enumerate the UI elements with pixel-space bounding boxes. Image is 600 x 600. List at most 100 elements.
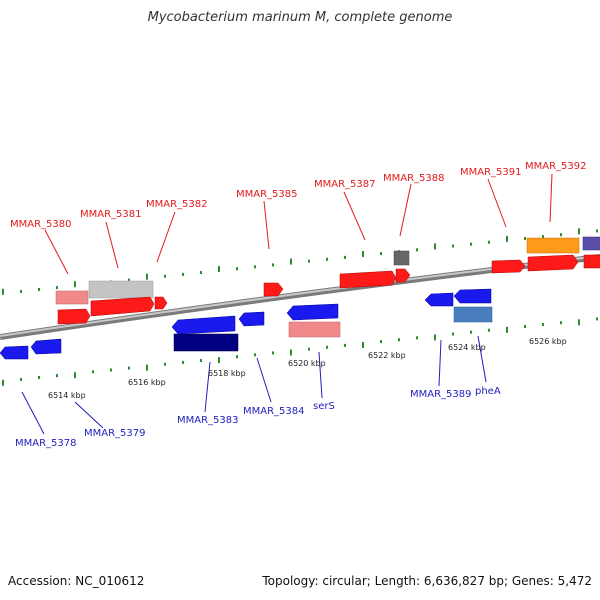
major-tick	[218, 357, 220, 364]
accession-text: Accession: NC_010612	[8, 574, 145, 588]
gene-arrow-mmar-5384[interactable]	[238, 311, 265, 327]
minor-tick	[236, 355, 238, 359]
gene-arrow-sers[interactable]	[286, 303, 339, 321]
gene-arrow-mmar-5385[interactable]	[263, 282, 284, 297]
gene-red-edge-feature	[583, 254, 600, 269]
gene-arrow-mmar-5392[interactable]	[527, 254, 579, 272]
gene-pink-feature	[288, 321, 341, 338]
major-tick	[146, 273, 148, 280]
gene-label-mmar-5380[interactable]: MMAR_5380	[10, 219, 72, 230]
minor-tick	[200, 271, 202, 274]
major-tick	[362, 341, 364, 348]
minor-tick	[128, 278, 130, 282]
minor-tick	[398, 338, 400, 342]
major-tick	[218, 266, 220, 273]
gene-label-mmar-5389[interactable]: MMAR_5389	[410, 389, 472, 400]
major-tick	[74, 372, 76, 379]
minor-tick	[560, 233, 562, 237]
gene-label-mmar-5391[interactable]: MMAR_5391	[460, 167, 522, 178]
minor-tick	[542, 323, 544, 327]
minor-tick	[344, 343, 346, 347]
minor-tick	[452, 244, 454, 248]
minor-tick	[236, 267, 238, 271]
major-tick	[290, 349, 292, 356]
gene-steel-blue-feature	[453, 306, 493, 323]
minor-tick	[308, 259, 310, 263]
minor-tick	[380, 252, 382, 256]
minor-tick	[380, 340, 382, 344]
minor-tick	[524, 236, 526, 240]
minor-tick	[488, 240, 490, 244]
minor-tick	[560, 321, 562, 325]
minor-tick	[596, 317, 598, 321]
gene-label-mmar-5381[interactable]: MMAR_5381	[80, 209, 142, 220]
minor-tick	[200, 359, 202, 362]
gene-label-mmar-5384[interactable]: MMAR_5384	[243, 406, 305, 417]
gene-arrow-mmar-5389[interactable]	[424, 292, 454, 307]
major-tick	[578, 319, 580, 326]
minor-tick	[470, 242, 472, 246]
major-tick	[2, 379, 4, 386]
forward-gene-labels: MMAR_5380 MMAR_5381 MMAR_5382 MMAR_5385 …	[10, 161, 587, 230]
gene-arrow-mmar-5383[interactable]	[171, 315, 236, 335]
major-tick	[506, 326, 508, 333]
minor-tick	[326, 345, 328, 349]
gene-label-mmar-5379[interactable]: MMAR_5379	[84, 428, 146, 439]
gene-pseudo-feature	[55, 290, 89, 305]
minor-tick	[128, 366, 130, 370]
major-tick	[74, 281, 76, 288]
gene-arrow-mmar-5379[interactable]	[30, 338, 62, 355]
minor-tick	[164, 274, 166, 278]
gene-label-phea[interactable]: pheA	[475, 386, 501, 397]
gene-dark-grey-feature	[393, 250, 410, 266]
scale-label: 6526 kbp	[529, 337, 567, 346]
minor-tick	[524, 324, 526, 328]
major-tick	[434, 334, 436, 341]
minor-tick	[542, 235, 544, 239]
reverse-gene-labels: MMAR_5378 MMAR_5379 MMAR_5383 MMAR_5384 …	[15, 386, 501, 449]
gene-label-mmar-5378[interactable]: MMAR_5378	[15, 438, 77, 449]
gene-label-mmar-5388[interactable]: MMAR_5388	[383, 173, 445, 184]
major-tick	[578, 228, 580, 235]
minor-tick	[56, 374, 58, 378]
major-tick	[146, 364, 148, 371]
scale-label: 6518 kbp	[208, 369, 246, 378]
gene-arrow-mmar-5391[interactable]	[491, 259, 526, 274]
gene-orange-feature	[526, 237, 580, 254]
minor-tick	[416, 336, 418, 340]
scale-label: 6520 kbp	[288, 359, 326, 368]
gene-arrow-mmar-5380[interactable]	[57, 308, 91, 325]
major-tick	[2, 288, 4, 295]
gene-label-mmar-5385[interactable]: MMAR_5385	[236, 189, 298, 200]
gene-arrow-mmar-5378[interactable]	[0, 345, 29, 360]
map-title: Mycobacterium marinum M, complete genome	[147, 10, 453, 25]
scale-label: 6522 kbp	[368, 351, 406, 360]
gene-arrow-mmar-5388[interactable]	[395, 268, 411, 283]
minor-tick	[38, 376, 40, 380]
minor-tick	[596, 229, 598, 233]
gene-arrow-mmar-5387[interactable]	[339, 270, 397, 289]
major-tick	[362, 250, 364, 257]
minor-tick	[254, 353, 256, 357]
minor-tick	[164, 362, 166, 366]
scale-label: 6516 kbp	[128, 378, 166, 387]
minor-tick	[182, 360, 184, 364]
minor-tick	[92, 370, 94, 374]
gene-label-mmar-5387[interactable]: MMAR_5387	[314, 179, 376, 190]
gene-label-sers[interactable]: serS	[313, 401, 335, 412]
scale-label: 6524 kbp	[448, 343, 486, 352]
gene-navy-feature	[173, 333, 239, 352]
leader-lines	[21, 173, 553, 435]
minor-tick	[488, 328, 490, 332]
gene-label-mmar-5382[interactable]: MMAR_5382	[146, 199, 208, 210]
gene-arrow-phea[interactable]	[453, 288, 492, 304]
gene-features	[0, 236, 600, 360]
genome-summary-text: Topology: circular; Length: 6,636,827 bp…	[262, 574, 592, 588]
gene-label-mmar-5383[interactable]: MMAR_5383	[177, 415, 239, 426]
gene-arrow-mmar-5381[interactable]	[90, 296, 155, 317]
gene-label-mmar-5392[interactable]: MMAR_5392	[525, 161, 587, 172]
minor-tick	[20, 377, 22, 381]
major-tick	[290, 258, 292, 265]
gene-arrow-mmar-5382[interactable]	[154, 296, 168, 310]
